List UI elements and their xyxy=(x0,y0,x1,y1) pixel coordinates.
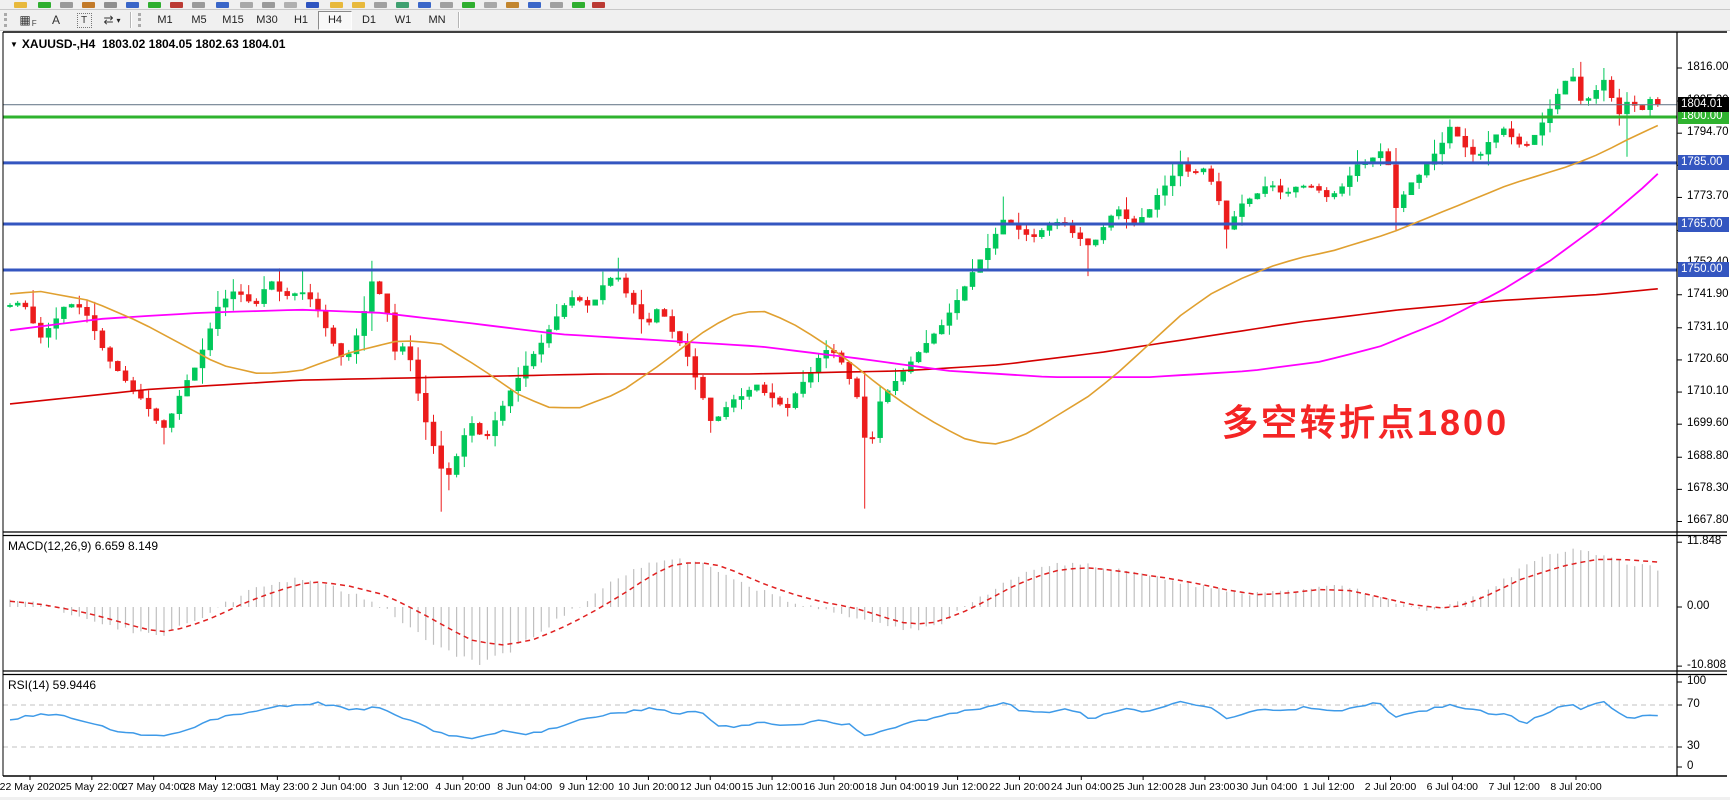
timeframe-button-h1[interactable]: H1 xyxy=(293,14,309,26)
toolbar-icon-stub[interactable] xyxy=(506,2,519,8)
label-tool[interactable]: A xyxy=(42,10,70,30)
label-tool-icon: A xyxy=(51,13,60,27)
text-tool[interactable]: T xyxy=(70,10,98,30)
toolbar-icon-stub[interactable] xyxy=(550,2,563,8)
timeframe-button-mn[interactable]: MN xyxy=(428,14,446,26)
toolbar-icon-stub[interactable] xyxy=(126,2,139,8)
toolbar-upper-cropped xyxy=(0,0,1730,10)
toolbar-separator xyxy=(130,12,132,28)
text-tool-icon: T xyxy=(76,12,92,28)
timeframe-button-m15[interactable]: M15 xyxy=(222,14,244,26)
toolbar-icon-stub[interactable] xyxy=(14,2,27,8)
tool-subscript: F xyxy=(31,18,37,28)
toolbar-main: ▦ F A T ⇄ ▾ M1 M5 M15 M30 H1 H4 D1 W1 MN xyxy=(0,10,1730,31)
toolbar-grip[interactable] xyxy=(138,13,144,27)
toolbar-icon-stub[interactable] xyxy=(462,2,475,8)
timeframe-button-m30[interactable]: M30 xyxy=(256,14,278,26)
grid-tool[interactable]: ▦ F xyxy=(14,10,42,30)
arrows-tool[interactable]: ⇄ ▾ xyxy=(98,10,126,30)
timeframe-button-h4[interactable]: H4 xyxy=(318,10,352,30)
toolbar-icon-stub[interactable] xyxy=(170,2,183,8)
timeframe-button-m5[interactable]: M5 xyxy=(191,14,207,26)
toolbar-icon-stub[interactable] xyxy=(352,2,365,8)
toolbar-icon-stub[interactable] xyxy=(306,2,319,8)
toolbar-icon-stub[interactable] xyxy=(216,2,229,8)
toolbar-icon-stub[interactable] xyxy=(262,2,275,8)
toolbar-icon-stub[interactable] xyxy=(396,2,409,8)
toolbar-icon-stub[interactable] xyxy=(284,2,297,8)
toolbar-icon-stub[interactable] xyxy=(484,2,497,8)
toolbar-icon-stub[interactable] xyxy=(148,2,161,8)
toolbar-separator xyxy=(458,12,460,28)
toolbar-icon-stub[interactable] xyxy=(38,2,51,8)
toolbar-icon-stub[interactable] xyxy=(528,2,541,8)
toolbar-icon-stub[interactable] xyxy=(82,2,95,8)
timeframe-button-m1[interactable]: M1 xyxy=(157,14,173,26)
timeframe-button-d1[interactable]: D1 xyxy=(361,14,377,26)
grid-tool-icon: ▦ xyxy=(19,13,31,27)
toolbar-icon-stub[interactable] xyxy=(60,2,73,8)
window-bottom-strip xyxy=(0,797,1730,800)
toolbar-icon-stub[interactable] xyxy=(572,2,585,8)
toolbar-grip[interactable] xyxy=(4,13,10,27)
dropdown-arrow-icon[interactable]: ▾ xyxy=(116,15,121,25)
toolbar-icon-stub[interactable] xyxy=(240,2,253,8)
toolbar-icon-stub[interactable] xyxy=(440,2,453,8)
toolbar-icon-stub[interactable] xyxy=(418,2,431,8)
timeframe-button-w1[interactable]: W1 xyxy=(394,14,412,26)
toolbar-icon-stub[interactable] xyxy=(592,2,605,8)
toolbar-icon-stub[interactable] xyxy=(374,2,387,8)
toolbar-icon-stub[interactable] xyxy=(192,2,205,8)
toolbar-icon-stub[interactable] xyxy=(330,2,343,8)
arrows-tool-icon: ⇄ xyxy=(103,13,114,27)
toolbar-icon-stub[interactable] xyxy=(104,2,117,8)
